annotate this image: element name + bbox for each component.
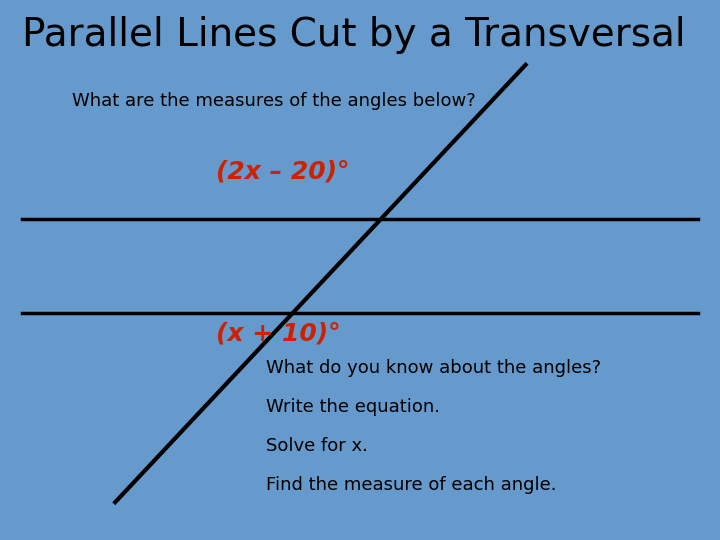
Text: (x + 10)°: (x + 10)° — [216, 321, 341, 345]
Text: Find the measure of each angle.: Find the measure of each angle. — [266, 476, 557, 494]
Text: Parallel Lines Cut by a Transversal: Parallel Lines Cut by a Transversal — [22, 16, 685, 54]
Text: Solve for x.: Solve for x. — [266, 437, 368, 455]
Text: What are the measures of the angles below?: What are the measures of the angles belo… — [72, 92, 476, 110]
Text: (2x – 20)°: (2x – 20)° — [216, 160, 349, 184]
Text: What do you know about the angles?: What do you know about the angles? — [266, 359, 601, 377]
Text: Write the equation.: Write the equation. — [266, 398, 441, 416]
